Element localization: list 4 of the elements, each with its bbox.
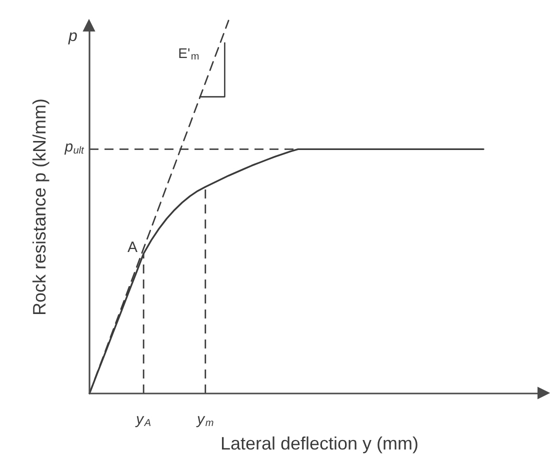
text: p [68, 28, 78, 45]
annotation: A [128, 239, 138, 256]
y-axis-title: Rock resistance p (kN/mm) [30, 98, 50, 316]
x-axis-title: Lateral deflection y (mm) [220, 434, 419, 454]
